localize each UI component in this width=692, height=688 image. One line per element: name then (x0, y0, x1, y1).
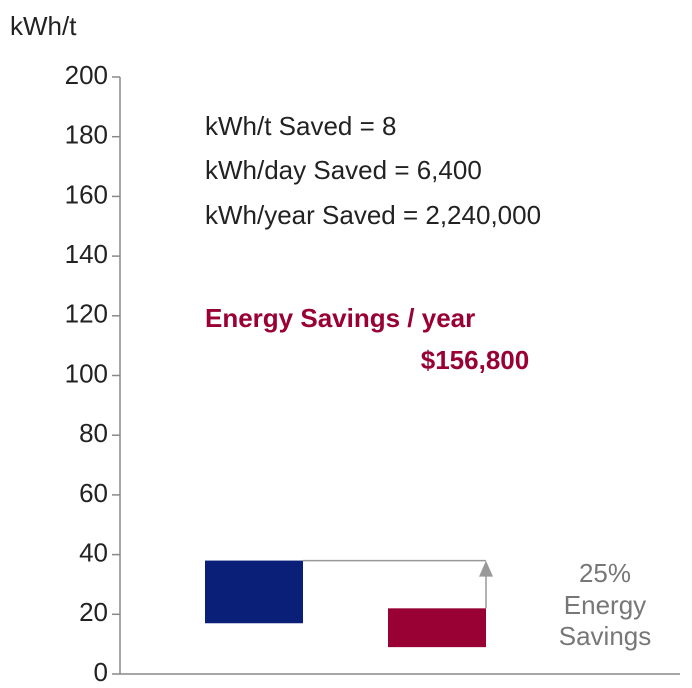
y-tick-label: 160 (65, 179, 108, 209)
savings-label: 25% (579, 558, 631, 588)
note: kWh/year Saved = 2,240,000 (205, 200, 541, 230)
highlight-title: Energy Savings / year (205, 303, 475, 333)
y-tick-label: 180 (65, 120, 108, 150)
y-tick-label: 140 (65, 239, 108, 269)
y-tick-label: 120 (65, 299, 108, 329)
y-axis-label: kWh/t (10, 11, 77, 41)
highlight-value: $156,800 (421, 345, 529, 375)
note: kWh/day Saved = 6,400 (205, 155, 482, 185)
y-tick-label: 80 (79, 418, 108, 448)
y-tick-label: 100 (65, 358, 108, 388)
y-tick-label: 200 (65, 60, 108, 90)
note: kWh/t Saved = 8 (205, 111, 396, 141)
arrow-head (479, 560, 493, 577)
y-tick-label: 40 (79, 537, 108, 567)
bar (205, 560, 303, 624)
y-tick-label: 0 (94, 657, 108, 687)
y-tick-label: 20 (79, 597, 108, 627)
savings-label: Savings (559, 621, 652, 651)
y-tick-label: 60 (79, 478, 108, 508)
savings-label: Energy (564, 590, 646, 620)
bar (388, 608, 486, 648)
